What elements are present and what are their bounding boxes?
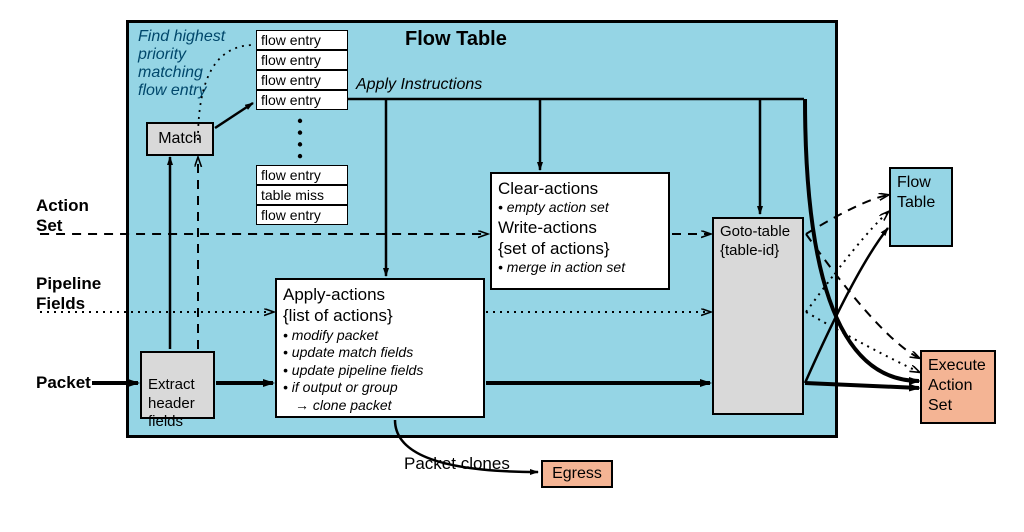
flow-entry: flow entry bbox=[256, 30, 348, 50]
goto-table-node: Goto-table {table-id} bbox=[712, 217, 804, 415]
find-highest-label: Find highest priority matching flow entr… bbox=[138, 28, 256, 100]
ft-out-l2: Table bbox=[897, 193, 945, 213]
flow-entry-stack-bot: flow entry table miss flow entry bbox=[256, 165, 348, 225]
ft-out-l1: Flow bbox=[897, 173, 945, 193]
bullet: update match fields bbox=[283, 344, 477, 362]
cw-l2: Write-actions bbox=[498, 217, 662, 238]
clear-write-node: Clear-actions empty action set Write-act… bbox=[490, 172, 670, 290]
egress-node: Egress bbox=[541, 460, 613, 488]
bullet: modify packet bbox=[283, 327, 477, 345]
bullet: if output or group bbox=[283, 379, 477, 397]
arrowline: clone packet bbox=[283, 397, 477, 415]
match-text: Match bbox=[158, 129, 202, 149]
pipeline-label-1: Pipeline bbox=[36, 274, 101, 294]
cw-l3: {set of actions} bbox=[498, 238, 662, 259]
execute-action-set-node: Execute Action Set bbox=[920, 350, 996, 424]
flow-table-out-node: Flow Table bbox=[889, 167, 953, 247]
eas-l1: Execute bbox=[928, 356, 988, 376]
cw-b1: empty action set bbox=[498, 199, 662, 217]
action-set-label-2: Set bbox=[36, 216, 62, 236]
bullet: update pipeline fields bbox=[283, 362, 477, 380]
goto-l2: {table-id} bbox=[720, 242, 796, 261]
cw-b2: merge in action set bbox=[498, 259, 662, 277]
flow-entry: flow entry bbox=[256, 50, 348, 70]
extract-node: Extract header fields bbox=[140, 351, 215, 419]
action-set-label-1: Action bbox=[36, 196, 89, 216]
packet-clones-label: Packet clones bbox=[404, 454, 510, 474]
flow-table-title: Flow Table bbox=[405, 28, 507, 51]
packet-label: Packet bbox=[36, 373, 91, 393]
apply-instructions-label: Apply Instructions bbox=[356, 76, 482, 94]
flow-entry: flow entry bbox=[256, 90, 348, 110]
apply-actions-node: Apply-actions {list of actions} modify p… bbox=[275, 278, 485, 418]
flow-entry: flow entry bbox=[256, 70, 348, 90]
flow-entry: flow entry bbox=[256, 205, 348, 225]
eas-l2: Action bbox=[928, 376, 988, 396]
match-node: Match bbox=[146, 122, 214, 156]
cw-l1: Clear-actions bbox=[498, 178, 662, 199]
eas-l3: Set bbox=[928, 396, 988, 416]
apply-actions-subtitle: {list of actions} bbox=[283, 305, 477, 326]
apply-actions-title: Apply-actions bbox=[283, 284, 477, 305]
pipeline-label-2: Fields bbox=[36, 294, 85, 314]
flow-entry-stack-top: flow entry flow entry flow entry flow en… bbox=[256, 30, 348, 110]
flow-entry: table miss bbox=[256, 185, 348, 205]
flow-entry: flow entry bbox=[256, 165, 348, 185]
goto-l1: Goto-table bbox=[720, 223, 796, 242]
egress-text: Egress bbox=[552, 464, 602, 484]
